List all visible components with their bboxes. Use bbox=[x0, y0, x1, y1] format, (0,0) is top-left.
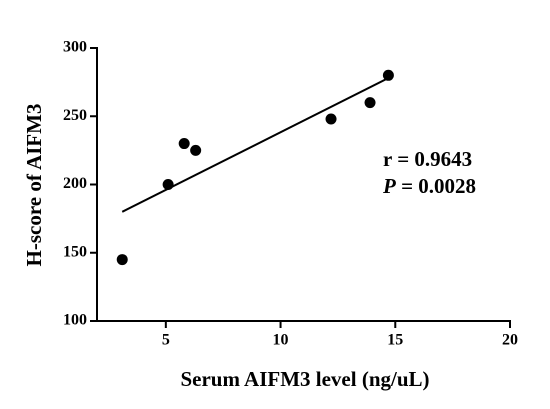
y-tick-label: 250 bbox=[63, 107, 87, 124]
y-tick-label: 200 bbox=[63, 175, 87, 192]
annotation-text: = 0.0028 bbox=[396, 174, 476, 198]
data-point bbox=[364, 97, 376, 109]
y-axis-title: H-score of AIFM3 bbox=[22, 104, 46, 267]
data-point bbox=[162, 179, 174, 190]
annotation-text: r = 0.9643 bbox=[383, 147, 472, 171]
annotation-text: P bbox=[382, 174, 396, 198]
y-tick-label: 100 bbox=[63, 312, 87, 329]
data-point bbox=[178, 138, 190, 150]
trend-line bbox=[121, 77, 389, 213]
x-tick-label: 20 bbox=[502, 332, 518, 349]
y-tick-label: 300 bbox=[63, 39, 87, 56]
x-tick-label: 10 bbox=[273, 332, 289, 349]
annotation: r = 0.9643 bbox=[383, 147, 472, 171]
data-point bbox=[325, 113, 337, 125]
y-tick-label: 150 bbox=[63, 243, 87, 260]
annotation: P = 0.0028 bbox=[382, 174, 476, 198]
x-tick-label: 5 bbox=[162, 332, 170, 349]
data-point bbox=[382, 69, 394, 81]
x-axis-title: Serum AIFM3 level (ng/uL) bbox=[180, 367, 429, 391]
data-point bbox=[190, 144, 202, 156]
x-tick-label: 15 bbox=[387, 332, 403, 349]
data-point bbox=[116, 254, 128, 266]
